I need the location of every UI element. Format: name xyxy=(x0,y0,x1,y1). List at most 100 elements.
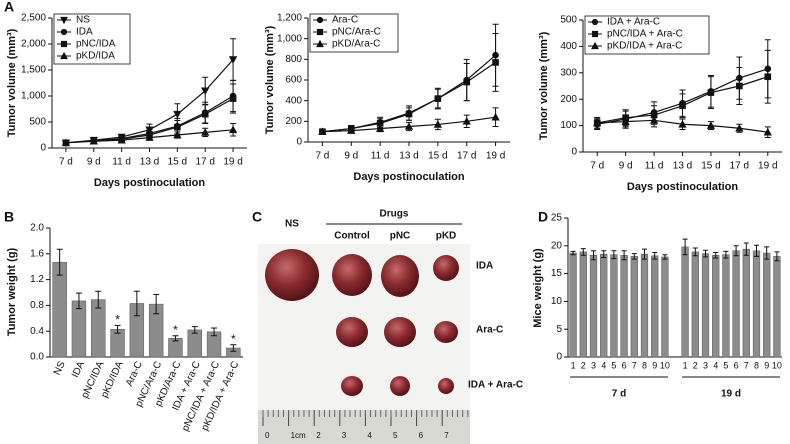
bar xyxy=(52,261,67,358)
error-bar xyxy=(642,248,647,260)
marker xyxy=(679,102,686,110)
bar xyxy=(773,256,781,358)
x-tick-label: 9 d xyxy=(87,157,101,168)
tumor xyxy=(341,376,363,396)
y-tick-label: 2.0 xyxy=(30,223,44,234)
error-bar xyxy=(743,242,749,256)
marker xyxy=(736,82,743,90)
row-label: IDA + Ara-C xyxy=(468,380,523,391)
legend-swatch xyxy=(591,18,599,26)
y-tick-label: 10 xyxy=(551,296,563,307)
x-tick-label: 17 d xyxy=(730,161,749,172)
y-tick-label: 100 xyxy=(560,120,577,131)
marker xyxy=(433,120,442,128)
x-tick-label: 4 xyxy=(713,360,718,370)
x-tick-label: IDA xyxy=(70,359,87,379)
bar xyxy=(640,253,649,358)
error-bar xyxy=(692,247,698,257)
tumor xyxy=(384,317,416,347)
marker xyxy=(434,95,442,102)
marker xyxy=(707,89,715,96)
y-axis-label: Tumor weight (g) xyxy=(6,247,18,336)
bar xyxy=(691,251,699,358)
row-label: IDA xyxy=(476,261,493,272)
error-bar xyxy=(764,246,770,260)
bar xyxy=(589,255,598,358)
tumor xyxy=(336,317,368,347)
bar xyxy=(712,255,720,358)
x-tick-label: 7 xyxy=(744,360,749,370)
panel-label: C xyxy=(252,209,262,225)
marker xyxy=(228,56,238,64)
tumor xyxy=(390,376,410,396)
x-tick-label: 10 xyxy=(772,360,782,370)
marker xyxy=(145,133,154,141)
x-tick-label: 15 d xyxy=(701,161,720,172)
x-tick-label: 17 d xyxy=(195,157,214,168)
marker xyxy=(735,123,744,132)
tumor xyxy=(332,254,372,296)
error-bar xyxy=(591,250,596,261)
error-bar xyxy=(631,253,637,260)
marker xyxy=(462,116,471,125)
error-bar xyxy=(580,248,586,256)
x-tick-label: 8 xyxy=(754,360,759,370)
row-label: Ara-C xyxy=(476,325,503,336)
bar xyxy=(763,252,771,358)
error-bar xyxy=(56,248,63,276)
y-tick-label: 400 xyxy=(560,41,577,52)
y-axis-label: Tumor volume (mm³) xyxy=(6,28,18,137)
marker xyxy=(405,110,413,118)
y-tick-label: 25 xyxy=(551,213,563,224)
legend-swatch xyxy=(60,16,68,25)
x-axis-label: Days postinoculation xyxy=(627,181,739,193)
y-tick-label: 0.4 xyxy=(30,326,44,337)
column-label: pNC xyxy=(390,231,411,242)
bar xyxy=(630,256,638,358)
y-tick-label: 400 xyxy=(285,95,302,106)
marker xyxy=(763,127,772,136)
y-tick-label: 300 xyxy=(560,67,577,78)
x-tick-label: 2 xyxy=(581,360,586,370)
x-axis-label: Days postinoculation xyxy=(353,171,465,183)
ruler-label: 5 xyxy=(393,431,398,440)
y-tick-label: 1.2 xyxy=(30,274,44,285)
bar xyxy=(620,255,628,358)
x-tick-label: 7 d xyxy=(59,157,73,168)
legend-label: pNC/Ara-C xyxy=(332,27,381,38)
y-tick-label: 800 xyxy=(285,54,302,65)
y-tick-label: 0.0 xyxy=(30,352,44,363)
x-tick-label: 7 d xyxy=(590,161,604,172)
y-tick-label: 20 xyxy=(551,240,563,251)
y-axis-label: Tumor volume (mm³) xyxy=(538,31,550,140)
y-tick-label: 500 xyxy=(29,117,46,128)
x-tick-label: 13 d xyxy=(673,161,692,172)
marker xyxy=(229,95,237,102)
error-bar xyxy=(682,238,688,256)
marker xyxy=(492,59,499,66)
tumor xyxy=(434,321,458,343)
ruler-label: 0 xyxy=(265,431,270,440)
bar xyxy=(71,300,87,358)
marker xyxy=(228,125,238,134)
y-tick-label: 200 xyxy=(560,94,577,105)
x-tick-label: 9 d xyxy=(619,161,633,172)
bar xyxy=(187,329,202,358)
marker xyxy=(173,110,182,119)
legend-label: pNC/IDA + Ara-C xyxy=(607,29,683,40)
legend-swatch xyxy=(60,40,68,48)
legend-label: IDA + Ara-C xyxy=(607,17,660,28)
ruler-label: 3 xyxy=(342,431,347,440)
marker xyxy=(764,73,772,81)
x-tick-label: 3 xyxy=(703,360,708,370)
marker xyxy=(463,78,471,86)
y-tick-label: 0 xyxy=(556,352,562,363)
error-bar xyxy=(191,326,198,334)
legend-label: pKD/IDA xyxy=(76,51,115,62)
error-bar xyxy=(133,290,140,317)
ruler-label: 6 xyxy=(419,431,424,440)
x-tick-label: 9 xyxy=(652,360,657,370)
error-bar xyxy=(733,245,739,257)
column-label: Control xyxy=(334,231,370,242)
x-tick-label: 13 d xyxy=(140,157,159,168)
